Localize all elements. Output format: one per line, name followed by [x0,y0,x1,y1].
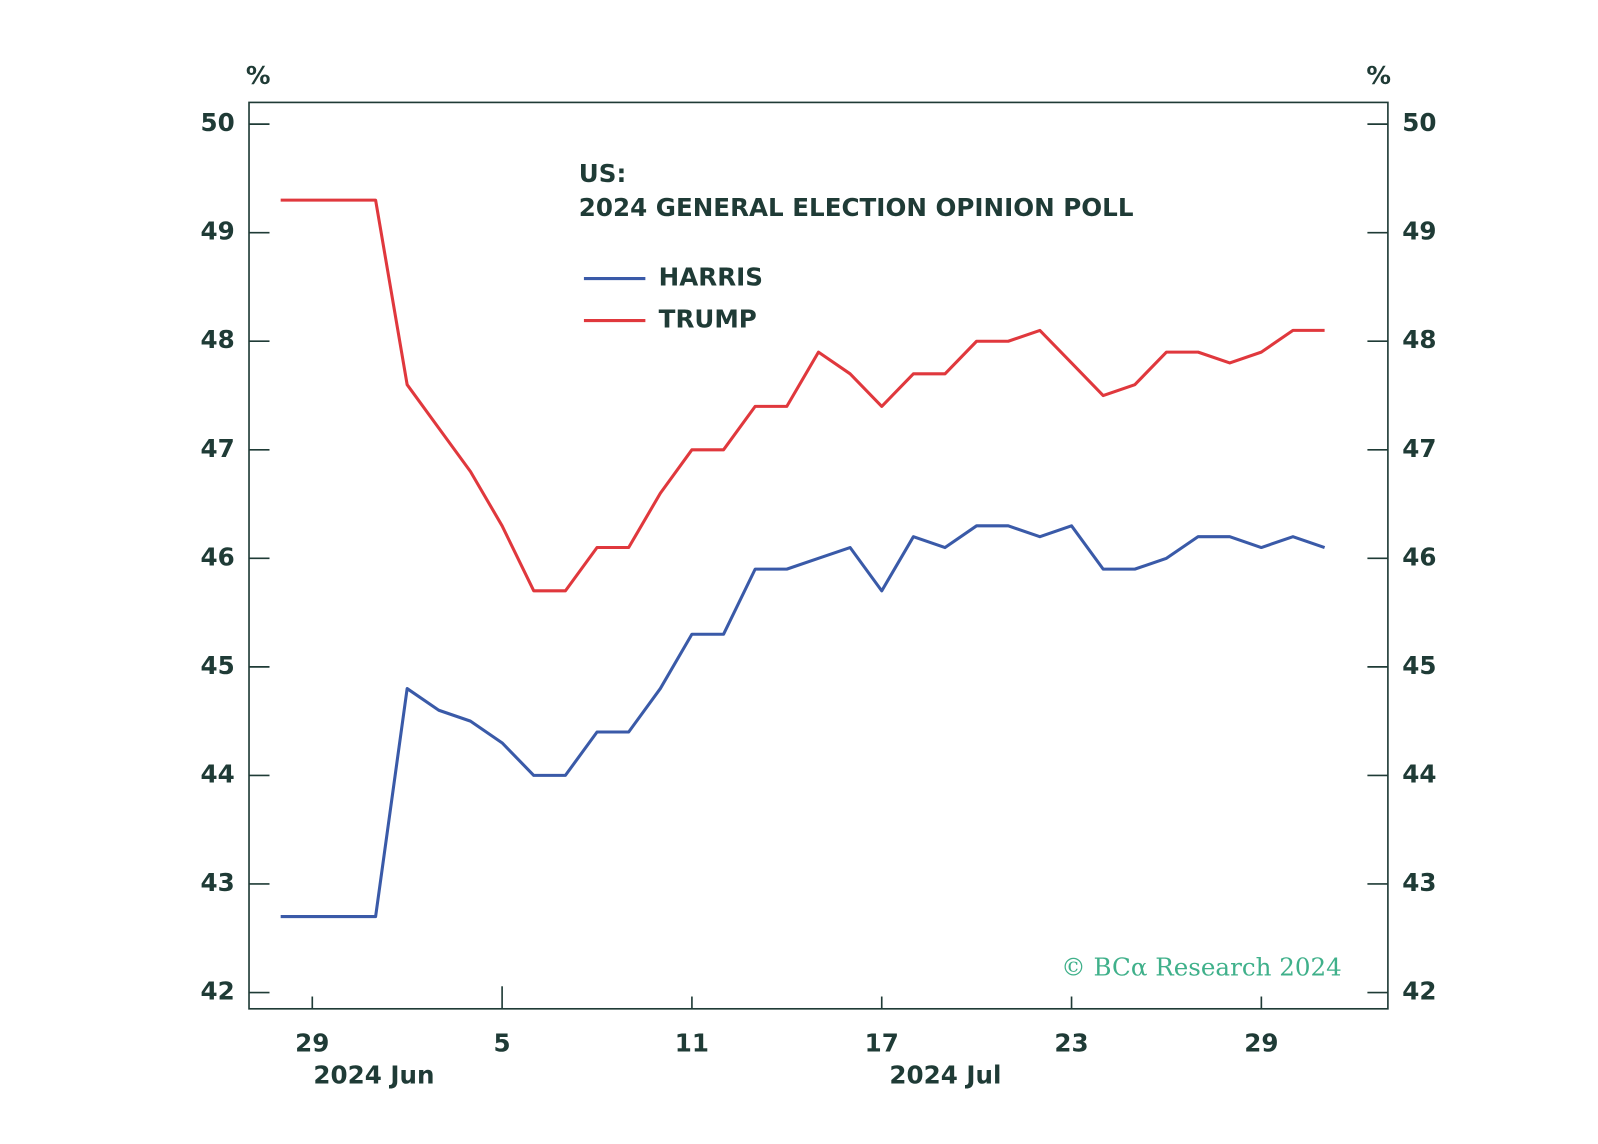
y2-tick-label: 47 [1402,434,1436,463]
y2-tick-label: 44 [1402,759,1436,788]
x-group-label: 2024 Jul [889,1060,1001,1089]
x-group-label: 2024 Jun [313,1060,434,1089]
x-tick-label: 23 [1054,1029,1088,1058]
series-line [280,198,1325,593]
y-tick-label: 46 [200,542,234,571]
y2-tick-label: 45 [1402,651,1436,680]
plot-frame [248,101,1389,1010]
y2-unit: % [1366,61,1391,90]
y-tick-label: 45 [200,651,234,680]
legend-label: HARRIS [659,263,763,292]
legend-label: TRUMP [659,305,757,334]
y-tick-label: 47 [200,434,234,463]
chart-subtitle: 2024 GENERAL ELECTION OPINION POLL [579,193,1134,222]
y2-tick-label: 46 [1402,542,1436,571]
y2-tick-label: 48 [1402,325,1436,354]
watermark: © BCα Research 2024 [1061,952,1342,981]
y-tick-label: 42 [200,977,234,1006]
y-tick-label: 50 [200,108,234,137]
x-tick-label: 17 [865,1029,899,1058]
y-tick-label: 43 [200,868,234,897]
y2-tick-label: 49 [1402,217,1436,246]
x-tick-label: 29 [1244,1029,1278,1058]
y-tick-label: 49 [200,217,234,246]
y-tick-label: 44 [200,759,234,788]
y-unit: % [246,61,271,90]
x-tick-label: 11 [675,1029,709,1058]
y2-tick-label: 42 [1402,977,1436,1006]
y2-tick-label: 50 [1402,108,1436,137]
x-tick-label: 29 [295,1029,329,1058]
series-line [280,524,1326,919]
y2-tick-label: 43 [1402,868,1436,897]
x-tick-label: 5 [494,1029,511,1058]
y-tick-label: 48 [200,325,234,354]
chart-title: US: [579,159,627,188]
